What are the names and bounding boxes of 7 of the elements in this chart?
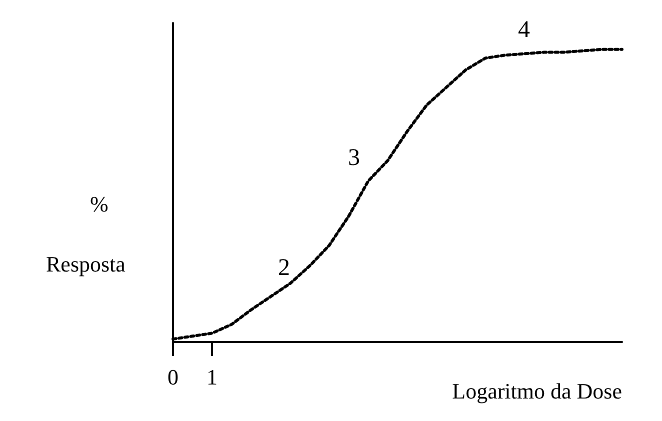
x-tick-label: 1 bbox=[206, 364, 218, 390]
x-tick-label: 0 bbox=[168, 364, 178, 390]
text: 4 bbox=[518, 17, 530, 43]
annotation: 3 bbox=[348, 145, 360, 171]
x-axis-title: Logaritmo da Dose bbox=[452, 378, 622, 404]
text: % Resposta bbox=[46, 192, 126, 276]
annotation: 2 bbox=[278, 255, 290, 281]
